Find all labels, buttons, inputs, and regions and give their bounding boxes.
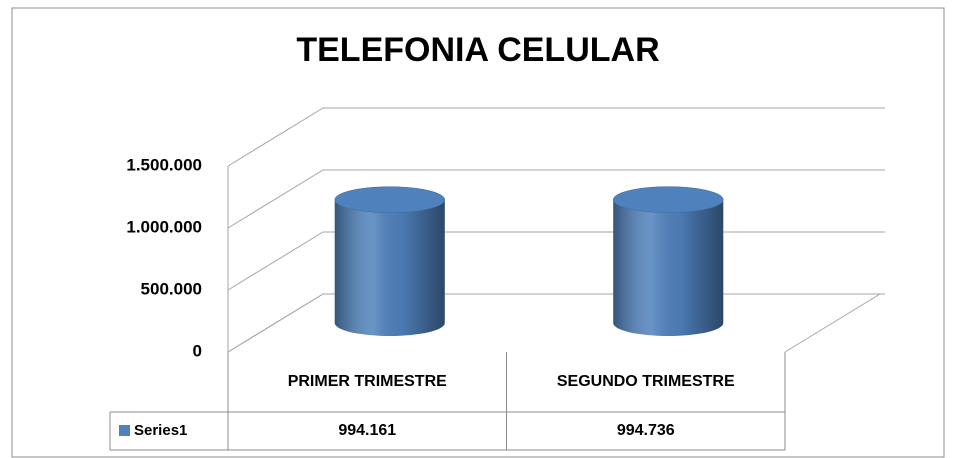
data-label: 994.161 (338, 422, 396, 439)
x-tick-label: PRIMER TRIMESTRE (288, 373, 447, 390)
y-tick-label: 500.000 (141, 279, 202, 298)
bar-top (613, 186, 724, 213)
grid-line (227, 107, 885, 167)
legend-label: Series1 (134, 422, 187, 439)
y-tick-label: 1.000.000 (126, 217, 202, 236)
grid-line (227, 169, 885, 229)
data-table (109, 352, 786, 451)
y-tick-label: 0 (193, 341, 202, 360)
data-label: 994.736 (617, 422, 675, 439)
bar-shade (613, 199, 724, 337)
bar-shade (334, 199, 445, 337)
bar-top (334, 186, 445, 213)
legend-swatch (119, 425, 130, 436)
y-tick-label: 1.500.000 (126, 155, 202, 174)
chart-title: TELEFONIA CELULAR (296, 31, 659, 69)
x-tick-label: SEGUNDO TRIMESTRE (557, 373, 735, 390)
